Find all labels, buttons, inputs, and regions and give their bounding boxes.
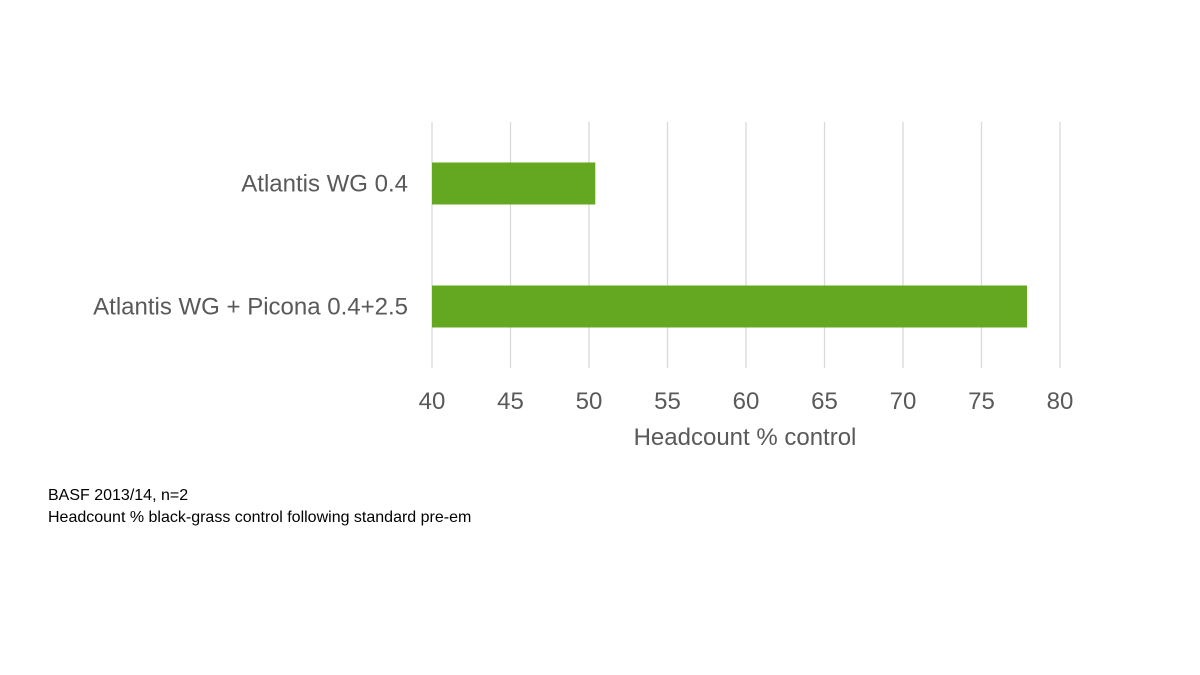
bar <box>432 162 596 205</box>
x-tick-label: 60 <box>733 388 760 415</box>
x-tick-label: 75 <box>968 388 995 415</box>
x-tick-label: 65 <box>811 388 838 415</box>
chart-description: Headcount % black-grass control followin… <box>48 509 472 526</box>
bar <box>432 285 1028 328</box>
x-tick-labels: 40 45 50 55 60 65 70 75 80 <box>419 388 1074 415</box>
x-tick-label: 70 <box>890 388 917 415</box>
category-label: Atlantis WG 0.4 <box>241 171 408 198</box>
x-tick-label: 40 <box>419 388 446 415</box>
x-tick-label: 45 <box>497 388 524 415</box>
x-tick-label: 80 <box>1047 388 1074 415</box>
category-labels: Atlantis WG 0.4 Atlantis WG + Picona 0.4+… <box>93 171 408 321</box>
x-axis-title: Headcount % control <box>634 424 857 451</box>
x-tick-label: 50 <box>576 388 603 415</box>
bars <box>432 162 1028 328</box>
gridlines <box>431 122 1061 368</box>
source-note: BASF 2013/14, n=2 <box>48 487 189 504</box>
x-tick-label: 55 <box>654 388 681 415</box>
category-label: Atlantis WG + Picona 0.4+2.5 <box>93 294 408 321</box>
